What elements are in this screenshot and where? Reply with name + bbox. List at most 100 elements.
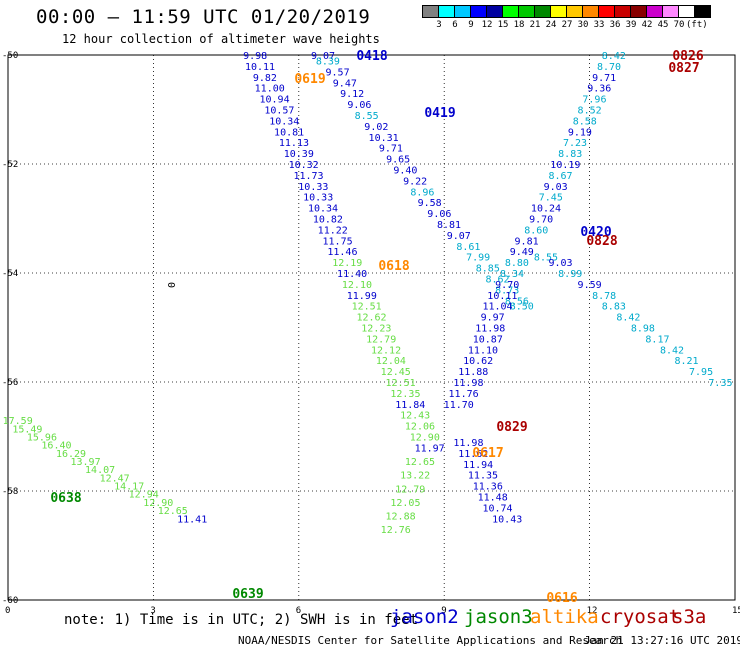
swh-reading: 12.47 bbox=[100, 473, 130, 484]
lon-tick-label: 6 bbox=[296, 606, 301, 616]
lat-tick-label: -50 bbox=[2, 51, 18, 61]
swh-reading: 9.58 bbox=[418, 198, 442, 209]
pass-time-label: 0618 bbox=[378, 259, 409, 274]
lat-tick-label: -54 bbox=[2, 269, 18, 279]
swh-reading: 8.67 bbox=[548, 171, 572, 182]
swh-reading: 8.56 bbox=[505, 296, 529, 307]
swh-reading: 13.97 bbox=[70, 457, 100, 468]
swh-reading: 9.03 bbox=[544, 182, 568, 193]
pass-time-label: 0619 bbox=[294, 72, 325, 87]
swh-reading: 9.40 bbox=[393, 165, 417, 176]
lat-tick-label: -56 bbox=[2, 378, 18, 388]
map-frame bbox=[7, 54, 736, 601]
pass-time-label: 0829 bbox=[496, 420, 527, 435]
swh-reading: 9.98 bbox=[243, 51, 267, 62]
swh-reading: 8.85 bbox=[476, 264, 500, 275]
color-scale-label: (ft) bbox=[686, 20, 708, 30]
swh-reading: 9.06 bbox=[347, 100, 371, 111]
swh-reading: 10.34 bbox=[308, 204, 338, 215]
legend-altika: altika bbox=[530, 606, 599, 628]
swh-reading: 12.45 bbox=[381, 367, 411, 378]
swh-reading: 8.80 bbox=[505, 258, 529, 269]
swh-reading: 9.02 bbox=[364, 122, 388, 133]
swh-reading: 9.71 bbox=[379, 144, 403, 155]
swh-reading: 8.17 bbox=[645, 334, 669, 345]
swh-reading: 8.55 bbox=[355, 111, 379, 122]
swh-reading: 7.45 bbox=[539, 193, 563, 204]
swh-reading: 12.79 bbox=[366, 334, 396, 345]
color-scale-label: 27 bbox=[561, 20, 573, 30]
swh-reading: 9.22 bbox=[403, 176, 427, 187]
swh-reading: 8.73 bbox=[495, 285, 519, 296]
swh-reading: 11.46 bbox=[327, 247, 357, 258]
color-scale-bar bbox=[422, 5, 711, 18]
swh-reading: 10.82 bbox=[313, 215, 343, 226]
pass-time-label: 0638 bbox=[50, 491, 81, 506]
swh-reading: 8.81 bbox=[437, 220, 461, 231]
swh-reading: 11.88 bbox=[458, 367, 488, 378]
swh-reading: 9.03 bbox=[548, 258, 572, 269]
swh-reading: 10.74 bbox=[482, 503, 512, 514]
swh-reading: 8.83 bbox=[558, 149, 582, 160]
swh-reading: 9.06 bbox=[427, 209, 451, 220]
swh-reading: 8.50 bbox=[510, 302, 534, 313]
swh-reading: 11.98 bbox=[453, 378, 483, 389]
swh-reading: 12.05 bbox=[390, 498, 420, 509]
swh-reading: 8.39 bbox=[316, 56, 340, 67]
swh-reading: 12.62 bbox=[356, 313, 386, 324]
swh-reading: 11.73 bbox=[293, 171, 323, 182]
swh-reading: 11.10 bbox=[468, 345, 498, 356]
swh-reading: 8.99 bbox=[558, 269, 582, 280]
swh-reading: 9.07 bbox=[311, 51, 335, 62]
wave-height-readings: 9.9810.119.8211.0010.9410.5710.3410.8111… bbox=[3, 51, 733, 536]
credit-line: NOAA/NESDIS Center for Satellite Applica… bbox=[238, 634, 623, 647]
color-scale-label: 21 bbox=[529, 20, 541, 30]
pass-time-label: 0827 bbox=[668, 61, 699, 76]
lat-tick-label: -52 bbox=[2, 160, 18, 170]
pass-time-label: 0826 bbox=[672, 49, 703, 64]
swh-reading: 11.75 bbox=[323, 236, 353, 247]
swh-reading: 11.48 bbox=[478, 492, 508, 503]
lat-tick-label: -58 bbox=[2, 487, 18, 497]
swh-reading: 11.70 bbox=[444, 400, 474, 411]
swh-reading: 12.51 bbox=[352, 302, 382, 313]
color-scale-labels: 3 6 9 12 15 18 21 24 27 30 33 36 39 42 45 70 (ft) bbox=[422, 20, 740, 32]
swh-reading: 9.59 bbox=[578, 280, 602, 291]
swh-reading: 12.65 bbox=[405, 457, 435, 468]
swh-reading: 11.00 bbox=[255, 84, 285, 95]
swh-reading: 7.96 bbox=[582, 95, 606, 106]
axis-ticks: -50-52-54-56-58-60036912150 bbox=[2, 51, 740, 616]
swh-reading: 9.97 bbox=[481, 313, 505, 324]
swh-reading: 10.11 bbox=[245, 62, 275, 73]
swh-reading: 8.42 bbox=[616, 313, 640, 324]
swh-reading: 9.36 bbox=[587, 84, 611, 95]
swh-reading: 8.70 bbox=[597, 62, 621, 73]
swh-reading: 11.36 bbox=[473, 482, 503, 493]
swh-reading: 12.06 bbox=[405, 422, 435, 433]
swh-reading: 12.35 bbox=[390, 389, 420, 400]
swh-reading: 10.94 bbox=[260, 95, 290, 106]
swh-reading: 11.22 bbox=[318, 225, 348, 236]
swh-reading: 13.22 bbox=[400, 471, 430, 482]
swh-reading: 11.97 bbox=[415, 443, 445, 454]
swh-reading: 11.76 bbox=[449, 389, 479, 400]
swh-reading: 10.19 bbox=[550, 160, 580, 171]
pass-time-label: 0616 bbox=[546, 591, 577, 606]
color-scale-label: 3 bbox=[436, 20, 442, 30]
swh-reading: 9.19 bbox=[568, 127, 592, 138]
swh-reading: 11.13 bbox=[279, 138, 309, 149]
swh-reading: 10.87 bbox=[473, 334, 503, 345]
color-scale-label: 45 bbox=[657, 20, 669, 30]
swh-reading: 12.90 bbox=[410, 433, 440, 444]
swh-reading: 8.62 bbox=[485, 274, 509, 285]
swh-reading: 9.47 bbox=[333, 78, 357, 89]
swh-reading: 12.65 bbox=[158, 506, 188, 517]
swh-reading: 10.57 bbox=[264, 106, 294, 117]
swh-reading: 9.65 bbox=[386, 155, 410, 166]
swh-reading: 12.79 bbox=[395, 484, 425, 495]
pass-time-label: 0828 bbox=[586, 234, 617, 249]
swh-reading: 12.12 bbox=[371, 345, 401, 356]
pass-time-label: 0420 bbox=[580, 225, 611, 240]
swh-reading: 9.82 bbox=[253, 73, 277, 84]
